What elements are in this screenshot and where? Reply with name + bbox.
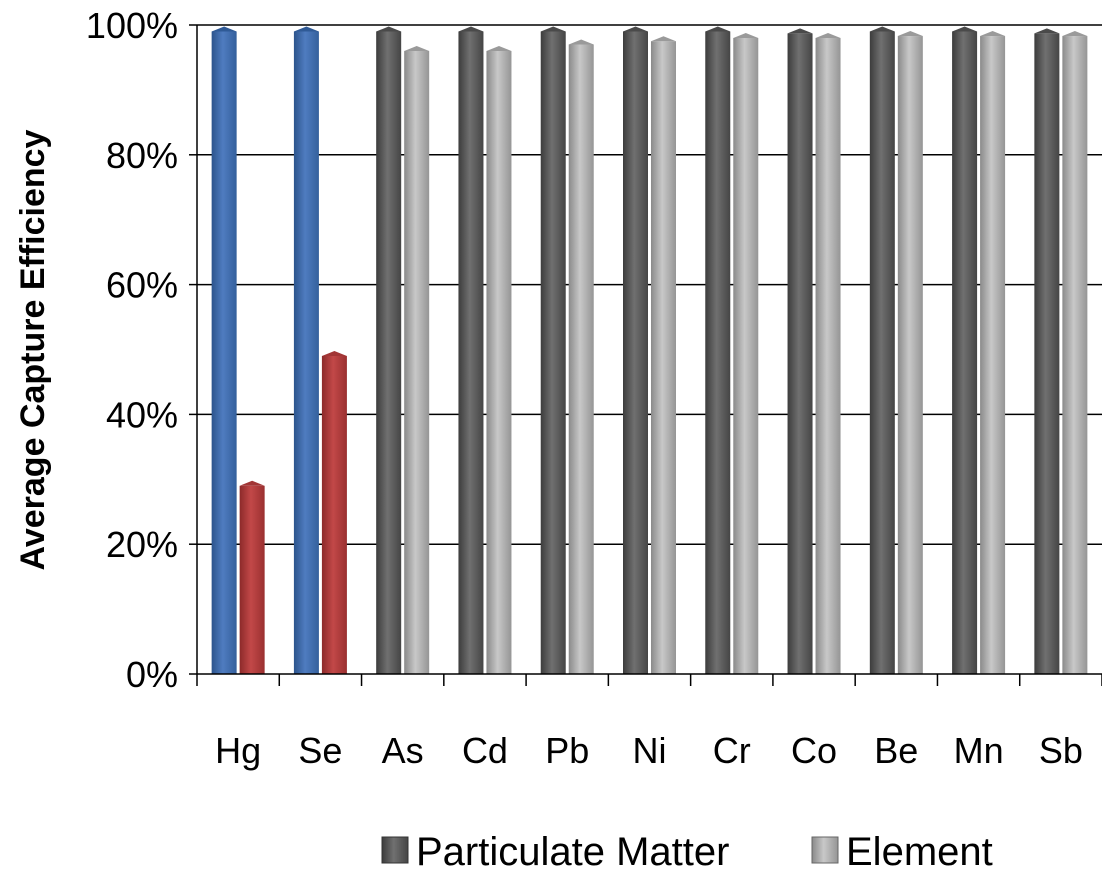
bar-cap <box>211 26 237 32</box>
legend-swatch-particulate-matter <box>381 836 409 864</box>
bar-particulate-matter-cd <box>458 31 484 675</box>
x-tick-labels: Hg Se As Cd Pb Ni Cr Co Be Mn Sb <box>215 730 1083 771</box>
bar-particulate-matter-mn <box>952 31 978 675</box>
bar-cap <box>1062 31 1088 37</box>
x-tick-label-hg: Hg <box>215 730 261 771</box>
bar-cap <box>321 350 347 356</box>
bar-cap <box>897 31 923 37</box>
bar-particulate-matter-cr <box>705 31 731 675</box>
axes <box>196 25 1102 686</box>
bar-element-mn <box>980 36 1006 674</box>
bars <box>211 26 1088 675</box>
y-tick-label: 80% <box>106 135 178 176</box>
bar-element-pb <box>568 44 594 675</box>
bar-cap <box>623 26 648 32</box>
bar-cap <box>376 26 402 32</box>
y-tick-label: 20% <box>106 524 178 565</box>
bar-element-co <box>815 37 841 675</box>
bar-cap <box>787 28 813 34</box>
bar-particulate-matter-ni <box>623 31 648 675</box>
bar-element-cr <box>733 37 759 675</box>
legend-label-element: Element <box>846 830 993 874</box>
bar-element-sb <box>1062 36 1088 674</box>
bar-cap <box>568 39 594 45</box>
legend: Particulate Matter Element <box>381 830 993 874</box>
bar-element-as <box>404 50 430 674</box>
bar-cap <box>705 26 731 32</box>
bar-particulate-matter-as <box>376 31 402 675</box>
x-tick-label-se: Se <box>298 730 342 771</box>
x-tick-label-cd: Cd <box>462 730 508 771</box>
bar-cap <box>651 36 676 42</box>
y-tick-labels: 0% 20% 40% 60% 80% 100% <box>86 5 178 695</box>
bar-cap <box>815 32 841 38</box>
bar-particulate-matter-pb <box>540 31 566 675</box>
x-tick-label-cr: Cr <box>713 730 751 771</box>
x-tick-label-be: Be <box>874 730 918 771</box>
bar-cap <box>540 26 566 32</box>
bar-particulate-matter-co <box>787 33 813 674</box>
bar-element-ni <box>651 41 676 675</box>
bar-cap <box>239 480 265 486</box>
bar-cap <box>293 26 319 32</box>
bar-cap <box>486 45 512 51</box>
bar-element-se <box>321 355 347 674</box>
x-tick-label-sb: Sb <box>1039 730 1083 771</box>
bar-element-cd <box>486 50 512 674</box>
x-tick-label-co: Co <box>791 730 837 771</box>
bar-cap <box>952 26 978 32</box>
x-tick-label-pb: Pb <box>545 730 589 771</box>
gridlines <box>189 24 1102 675</box>
x-tick-label-ni: Ni <box>633 730 667 771</box>
y-tick-label: 0% <box>126 654 178 695</box>
bar-particulate-matter-se <box>293 31 319 675</box>
y-tick-label: 60% <box>106 265 178 306</box>
x-tick-label-mn: Mn <box>954 730 1004 771</box>
bar-cap <box>1034 28 1060 34</box>
y-axis-title: Average Capture Efficiency <box>14 129 52 570</box>
legend-label-particulate-matter: Particulate Matter <box>416 830 729 874</box>
bar-cap <box>404 45 430 51</box>
bar-particulate-matter-hg <box>211 31 237 675</box>
x-tick-label-as: As <box>382 730 424 771</box>
bar-cap <box>733 32 759 38</box>
bar-particulate-matter-be <box>869 31 895 675</box>
bar-element-be <box>897 36 923 674</box>
bar-element-hg <box>239 485 265 674</box>
legend-swatch-element <box>811 836 839 864</box>
bar-cap <box>869 26 895 32</box>
y-tick-label: 40% <box>106 394 178 435</box>
bar-particulate-matter-sb <box>1034 33 1060 674</box>
bar-cap <box>980 31 1006 37</box>
y-tick-label: 100% <box>86 5 178 46</box>
bar-cap <box>458 26 484 32</box>
